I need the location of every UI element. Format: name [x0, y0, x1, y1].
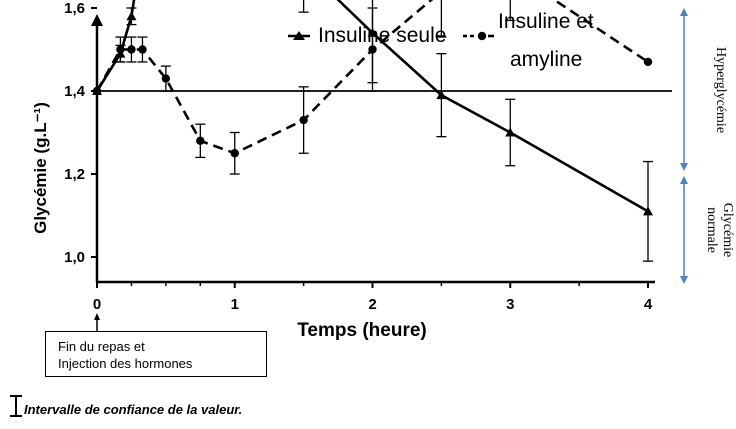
confidence-interval-note: Intervalle de confiance de la valeur.: [10, 393, 242, 417]
data-point: [299, 115, 308, 125]
legend-label-amyline: amyline: [510, 48, 582, 71]
y-axis-arrow: [91, 14, 103, 26]
error-bar-icon: [10, 395, 22, 417]
normal-glycemia-arrow-head-top: [680, 176, 688, 184]
legend-marker-triangle: [293, 31, 305, 40]
normal-glycemia-arrow-head-bottom: [680, 276, 688, 284]
data-point: [116, 45, 125, 54]
reference-line-layer: [94, 90, 672, 331]
hyperglycemia-arrow-head-top: [680, 8, 688, 16]
note-line-1: Fin du repas et: [58, 339, 145, 354]
x-tick-label: 0: [93, 296, 101, 313]
note-line-2: Injection des hormones: [58, 356, 193, 371]
data-point: [138, 45, 147, 54]
data-point: [92, 86, 102, 96]
data-point: [643, 206, 653, 216]
legend: Insuline seule Insuline et amyline: [288, 10, 594, 71]
note-box: Fin du repas et Injection des hormones: [45, 331, 267, 377]
data-point: [436, 90, 447, 100]
legend-label-insuline-seule: Insuline seule: [318, 24, 446, 47]
x-tick-label: 1: [231, 296, 239, 313]
y-tick-label: 1,0: [64, 249, 85, 266]
meal-arrow-head: [94, 313, 100, 320]
series-layer: [92, 0, 653, 262]
data-point: [196, 136, 205, 145]
confidence-interval-text: Intervalle de confiance de la valeur.: [24, 402, 243, 417]
data-point: [230, 149, 239, 158]
x-tick-label: 4: [644, 296, 653, 313]
data-point: [505, 127, 516, 137]
series-line: [95, 0, 649, 213]
y-tick-label: 1,4: [64, 83, 86, 100]
y-axis-label: Glycémie (g.L⁻¹): [31, 102, 50, 234]
ticks: 1,01,21,41,61,82,001234Temps (heure)Glyc…: [31, 0, 653, 341]
x-tick-label: 2: [368, 296, 376, 313]
x-tick-label: 3: [506, 296, 514, 313]
data-point: [643, 57, 653, 67]
legend-marker-circle: [477, 31, 487, 41]
data-point: [161, 74, 171, 83]
data-point: [126, 11, 137, 21]
normal-glycemia-label-2: normale: [704, 207, 719, 253]
hyperglycemia-arrow-head-bottom: [680, 163, 688, 171]
legend-label-insuline-et: Insuline et: [498, 10, 594, 33]
y-tick-label: 1,2: [64, 166, 85, 183]
hyperglycemia-label: Hyperglycémie: [713, 47, 728, 133]
normal-glycemia-label-1: Glycémie: [720, 203, 735, 257]
data-point: [127, 45, 136, 54]
data-point: [368, 45, 377, 54]
series-1: [92, 0, 653, 175]
x-axis-label: Temps (heure): [297, 320, 427, 341]
y-tick-label: 1,6: [64, 0, 85, 17]
axes: [91, 14, 655, 284]
